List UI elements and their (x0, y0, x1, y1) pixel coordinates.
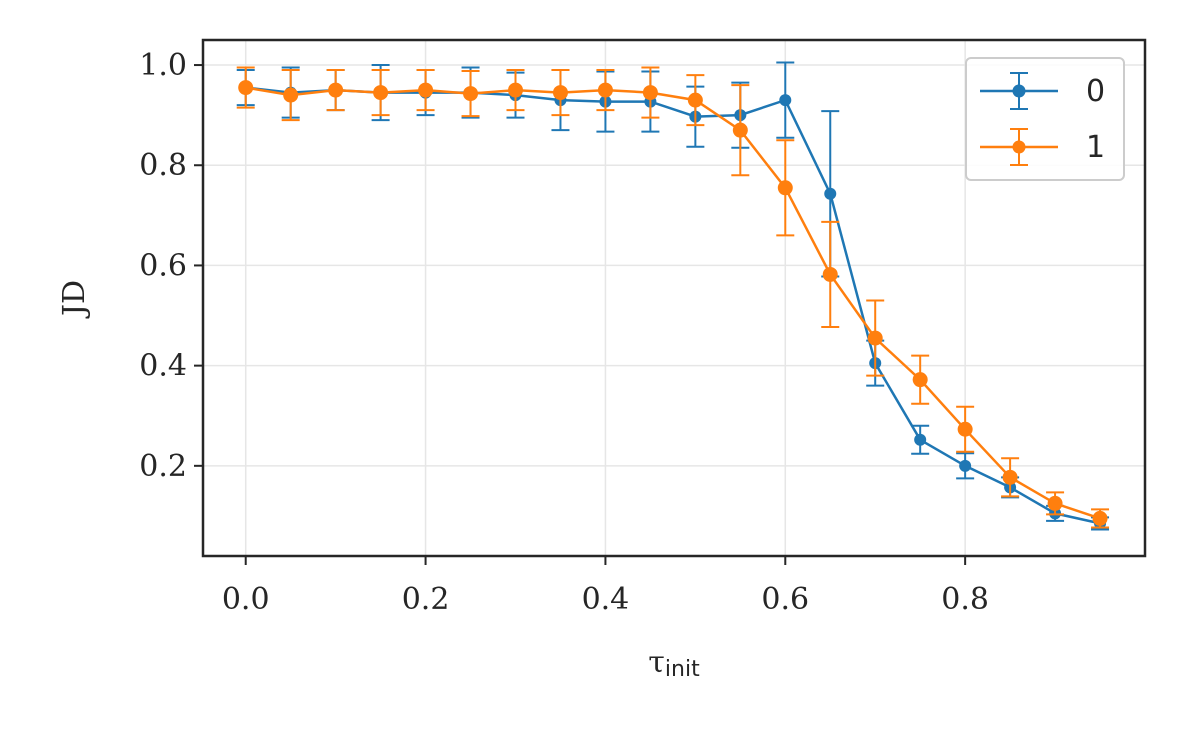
y-tick-label: 0.2 (139, 449, 187, 484)
x-axis-label-main: τ (648, 645, 665, 680)
data-point (824, 187, 837, 200)
y-axis-label: JD (57, 280, 92, 319)
x-axis: 0.0 0.2 0.4 0.6 0.8 (222, 556, 989, 617)
data-point (373, 85, 389, 101)
legend-label-1: 1 (1086, 130, 1105, 165)
data-point (687, 92, 703, 108)
data-point (328, 82, 344, 98)
data-point (914, 433, 927, 446)
legend: 01 (965, 57, 1125, 181)
data-point (597, 82, 613, 98)
data-point (1092, 510, 1108, 526)
data-point (508, 82, 524, 98)
y-tick-label: 0.6 (139, 248, 187, 283)
data-point (1047, 495, 1063, 511)
data-point (959, 459, 972, 472)
y-tick-label: 0.8 (139, 148, 187, 183)
data-point (463, 86, 479, 102)
legend-box (965, 57, 1125, 181)
x-axis-label-subscript: init (665, 657, 700, 682)
data-point (418, 82, 434, 98)
data-point (1002, 469, 1018, 485)
series-1 (236, 66, 1110, 529)
data-point (957, 421, 973, 437)
x-tick-label: 0.8 (941, 582, 989, 617)
series-line (245, 86, 1101, 520)
data-point (283, 87, 299, 103)
data-point (867, 330, 883, 346)
data-point (822, 266, 838, 282)
legend-marker-1 (1012, 140, 1026, 154)
x-tick-label: 0.4 (582, 582, 630, 617)
data-point (238, 80, 254, 96)
data-point (552, 85, 568, 101)
data-point (642, 85, 658, 101)
data-point (912, 372, 928, 388)
series-layer (236, 61, 1110, 531)
x-axis-label: τinit (648, 645, 700, 682)
legend-marker-0 (1012, 84, 1026, 98)
x-tick-label: 0.2 (402, 582, 450, 617)
data-point (732, 122, 748, 138)
y-axis: 0.2 0.4 0.6 0.8 1.0 (139, 48, 203, 484)
plot-frame (201, 38, 1147, 558)
y-tick-label: 1.0 (139, 48, 187, 83)
legend-label-0: 0 (1086, 74, 1105, 109)
x-tick-label: 0.0 (222, 582, 270, 617)
data-point (779, 94, 792, 107)
y-tick-label: 0.4 (139, 349, 187, 384)
x-tick-label: 0.6 (761, 582, 809, 617)
data-point (777, 180, 793, 196)
